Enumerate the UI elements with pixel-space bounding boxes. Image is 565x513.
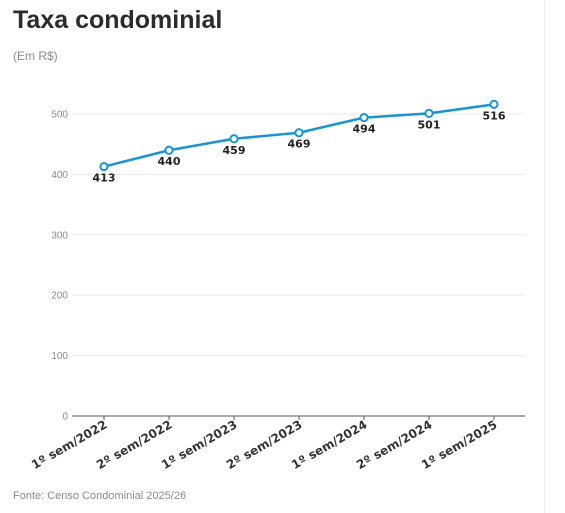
data-label: 516 [483,109,506,122]
chart-title: Taxa condominial [13,6,223,34]
y-tick-label: 500 [51,110,68,121]
data-point[interactable] [489,99,499,109]
grid-layer [72,113,525,357]
data-label: 469 [288,138,311,151]
chart-subtitle: (Em R$) [13,49,58,63]
data-label: 494 [353,123,376,136]
data-point[interactable] [359,113,369,123]
y-tick-label: 100 [51,351,68,362]
y-tick-label: 200 [51,291,68,302]
data-point[interactable] [164,145,174,155]
data-label: 501 [418,118,441,131]
y-tick-label: 0 [62,412,68,423]
y-tick-label: 300 [51,230,68,241]
source-note: Fonte: Censo Condominial 2025/26 [13,490,187,502]
data-point[interactable] [424,108,434,118]
y-tick-label: 400 [51,170,68,181]
data-point[interactable] [99,161,109,172]
data-point[interactable] [229,134,239,144]
data-label: 413 [93,172,116,185]
data-label-layer: 413 440 459 469 494 501 516 [93,109,506,184]
y-axis-ticks: 0 100 200 300 400 500 [51,110,68,423]
data-label: 440 [158,155,181,168]
data-label: 459 [223,144,246,157]
marker-layer [99,99,499,172]
data-point[interactable] [294,128,304,138]
right-border [544,0,545,513]
